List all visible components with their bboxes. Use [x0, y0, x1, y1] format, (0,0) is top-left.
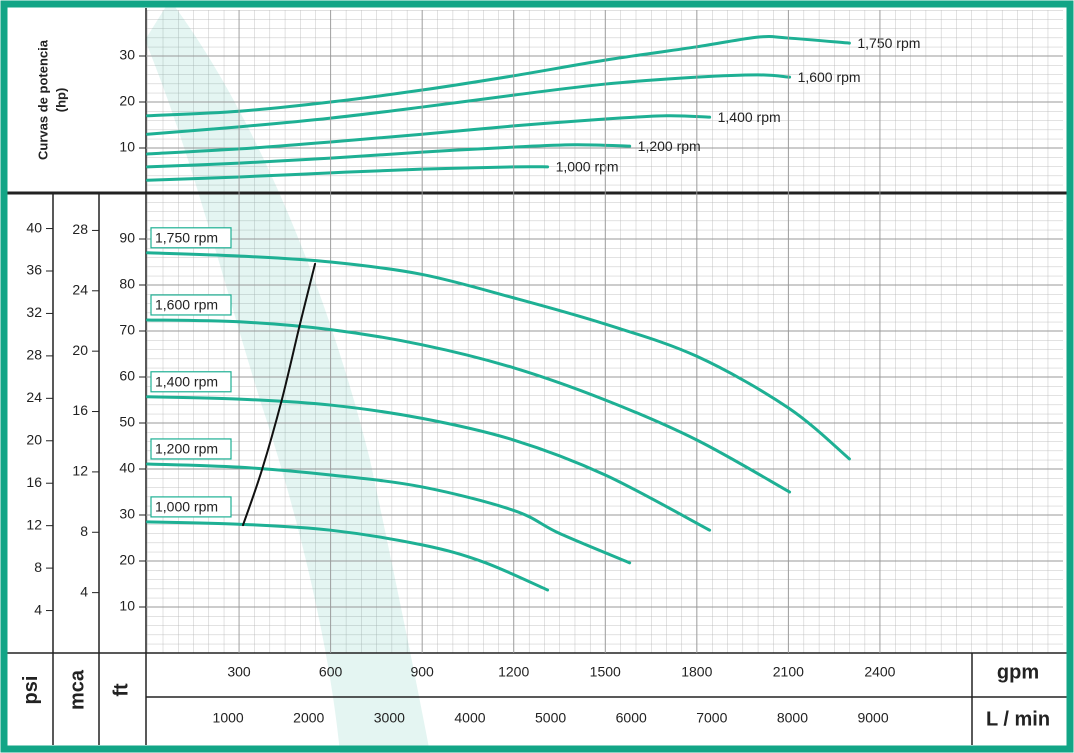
curve: [146, 395, 712, 532]
y-tick-label: 40: [119, 460, 135, 476]
curve: [146, 251, 851, 461]
curve: [146, 520, 550, 592]
y-tick-label: 30: [119, 506, 135, 522]
x-tick-label: 600: [319, 664, 343, 680]
y-axis-label: ft: [110, 683, 132, 697]
x2-tick-label: 5000: [535, 710, 566, 726]
bep-line: [242, 262, 317, 527]
y-tick-label: 20: [119, 552, 135, 568]
y-tick-label: 10: [119, 139, 135, 155]
y-extra-tick-label: 28: [72, 221, 88, 237]
x-tick-label: 2400: [864, 664, 895, 680]
y-extra-tick-label: 24: [26, 389, 42, 405]
curve-label: 1,000 rpm: [556, 159, 619, 175]
curve-label: 1,000 rpm: [155, 499, 218, 515]
power-label: (hp): [53, 88, 68, 113]
curve-label: 1,750 rpm: [155, 230, 218, 246]
y-extra-tick-label: 8: [80, 523, 88, 539]
x2-axis-label: L / min: [986, 708, 1050, 730]
curve-label: 1,600 rpm: [798, 69, 861, 85]
x2-tick-label: 8000: [777, 710, 808, 726]
x2-tick-label: 3000: [374, 710, 405, 726]
y-tick-label: 50: [119, 414, 135, 430]
power-grid: [146, 10, 1063, 193]
y-extra-axis-label: mca: [66, 669, 88, 710]
y-extra-tick-label: 12: [72, 463, 88, 479]
y-extra-tick-label: 36: [26, 262, 42, 278]
x-tick-label: 1200: [498, 664, 529, 680]
x2-tick-label: 6000: [616, 710, 647, 726]
x2-tick-label: 2000: [293, 710, 324, 726]
y-tick-label: 90: [119, 230, 135, 246]
x-axis-label: gpm: [997, 661, 1039, 683]
x-tick-label: 2100: [773, 664, 804, 680]
x-tick-label: 300: [227, 664, 251, 680]
curve-label-box: [150, 496, 232, 518]
x-tick-label: 900: [410, 664, 434, 680]
y-tick-label: 70: [119, 322, 135, 338]
y-extra-tick-label: 8: [34, 559, 42, 575]
x2-tick-label: 7000: [696, 710, 727, 726]
y-extra-tick-label: 20: [26, 431, 42, 447]
y-extra-tick-label: 16: [26, 474, 42, 490]
frame: [6, 8, 1068, 745]
y-extra-tick-label: 20: [72, 342, 88, 358]
curve-label-box: [150, 438, 232, 460]
curve-label: 1,400 rpm: [155, 373, 218, 389]
curve: [146, 114, 712, 156]
curve-label: 1,200 rpm: [155, 441, 218, 457]
curve-label: 1,600 rpm: [155, 297, 218, 313]
y-tick-label: 60: [119, 368, 135, 384]
curve: [146, 73, 792, 136]
y-extra-tick-label: 32: [26, 304, 42, 320]
x2-tick-label: 1000: [213, 710, 244, 726]
curve: [146, 35, 851, 118]
curve-label-box: [150, 294, 232, 316]
curve: [146, 462, 632, 565]
curve-label: 1,750 rpm: [857, 35, 920, 51]
y-tick-label: 10: [119, 598, 135, 614]
x2-tick-label: 4000: [454, 710, 485, 726]
y-extra-tick-label: 4: [34, 601, 42, 617]
curve-label-box: [150, 371, 232, 393]
y-extra-tick-label: 28: [26, 347, 42, 363]
y-extra-tick-label: 12: [26, 516, 42, 532]
curve-label: 1,400 rpm: [718, 109, 781, 125]
curve-label-box: [150, 227, 232, 249]
y-extra-axis-label: psi: [20, 676, 42, 705]
y-extra-tick-label: 4: [80, 583, 88, 599]
curve: [146, 318, 792, 494]
x-tick-label: 1500: [590, 664, 621, 680]
y-tick-label: 20: [119, 93, 135, 109]
y-extra-tick-label: 16: [72, 402, 88, 418]
x-tick-label: 1800: [681, 664, 712, 680]
y-tick-label: 80: [119, 276, 135, 292]
curve-label: 1,200 rpm: [638, 138, 701, 154]
y-extra-tick-label: 40: [26, 219, 42, 235]
power-label: Curvas de potencia: [35, 39, 50, 160]
x2-tick-label: 9000: [857, 710, 888, 726]
y-tick-label: 30: [119, 47, 135, 63]
y-extra-tick-label: 24: [72, 281, 88, 297]
